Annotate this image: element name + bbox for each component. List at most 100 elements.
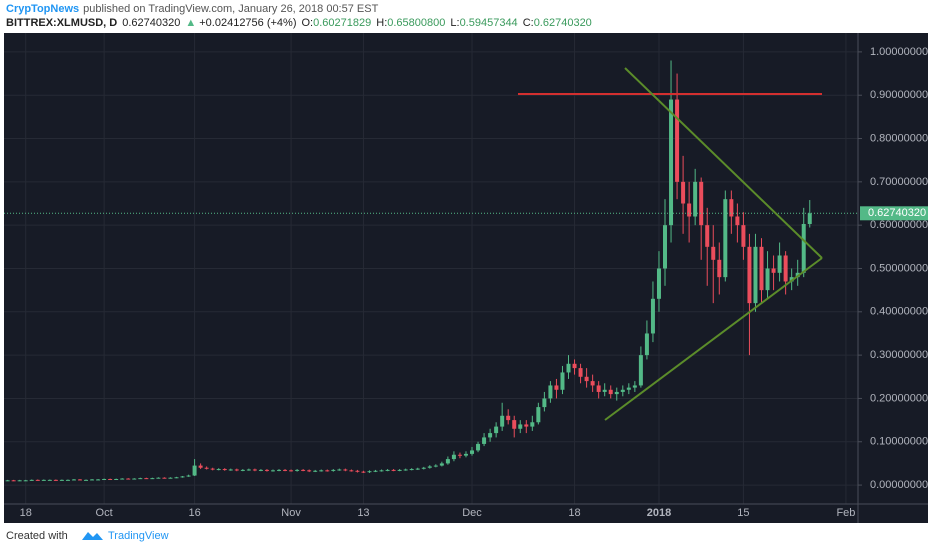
candle-body: [240, 469, 245, 471]
candle-body: [457, 454, 462, 456]
candle-body: [602, 389, 607, 392]
x-tick-label: 18: [568, 507, 580, 519]
candle-body: [108, 479, 113, 481]
y-tick-label: 0.20000000: [870, 392, 928, 404]
candle-body: [319, 470, 324, 472]
candle-body: [771, 268, 776, 273]
legend-item-label: C:: [523, 17, 534, 29]
candle-body: [614, 391, 619, 395]
x-tick-label: 18: [20, 507, 32, 519]
candle-body: [644, 333, 649, 356]
candle-body: [566, 363, 571, 373]
candle-body: [343, 469, 348, 471]
y-tick-label: 0.60000000: [870, 219, 928, 231]
candle-body: [512, 420, 517, 429]
candle-body: [711, 246, 716, 260]
y-tick-label: 0.50000000: [870, 262, 928, 274]
candle-body: [608, 389, 613, 395]
candle-body: [620, 389, 625, 392]
candle-body: [735, 216, 740, 226]
candle-body: [723, 199, 728, 278]
candle-body: [753, 246, 758, 304]
candle-body: [29, 479, 34, 481]
candle-body: [325, 470, 330, 472]
candle-body: [518, 424, 523, 429]
candle-body: [433, 465, 438, 467]
candle-body: [572, 363, 577, 369]
candle-body: [403, 469, 408, 471]
x-tick-label: 15: [737, 507, 749, 519]
candle-body: [174, 477, 179, 479]
candle-body: [162, 477, 167, 479]
candle-body: [313, 470, 318, 472]
candle-body: [150, 478, 155, 480]
last-price-label: 0.62740320: [868, 207, 926, 219]
candle-body: [114, 479, 119, 481]
candle-body: [331, 469, 336, 471]
candle-body: [337, 469, 342, 471]
candle-body: [289, 470, 294, 472]
candle-body: [138, 478, 143, 480]
author[interactable]: CrypTopNews: [6, 3, 79, 15]
x-tick-label: 2018: [647, 507, 671, 519]
legend-item-label: L:: [450, 17, 459, 29]
candle-body: [210, 468, 215, 470]
candle-body: [801, 223, 806, 273]
candle-body: [53, 479, 58, 481]
candle-body: [77, 479, 82, 481]
x-tick-label: Dec: [462, 507, 482, 519]
y-tick-label: 0.00000000: [870, 479, 928, 491]
candle-body: [747, 246, 752, 304]
candle-body: [675, 99, 680, 182]
candle-body: [90, 479, 95, 481]
legend-change: +0.02412756 (+4%): [199, 17, 296, 29]
candle-body: [542, 398, 547, 408]
candle-body: [349, 470, 354, 472]
candle-body: [693, 181, 698, 217]
candle-body: [663, 225, 668, 269]
candle-body: [367, 471, 372, 473]
candle-body: [186, 475, 191, 477]
candle-body: [246, 469, 251, 471]
x-tick-label: Oct: [96, 507, 113, 519]
legend-item-value: 0.62740320: [534, 17, 592, 29]
candle-body: [759, 246, 764, 291]
candle-body: [506, 415, 511, 421]
candle-body: [669, 99, 674, 226]
legend-item-value: 0.60271829: [313, 17, 371, 29]
legend-arrow: ▲: [185, 17, 196, 29]
brand-logo: [82, 532, 103, 540]
candle-body: [391, 469, 396, 471]
y-tick-label: 0.30000000: [870, 349, 928, 361]
candle-body: [59, 479, 64, 481]
y-tick-label: 0.70000000: [870, 176, 928, 188]
candle-body: [397, 469, 402, 471]
candle-body: [524, 424, 529, 427]
candle-body: [632, 385, 637, 388]
candle-body: [590, 381, 595, 386]
candle-body: [156, 477, 161, 479]
candle-body: [198, 465, 203, 468]
candle-body: [180, 476, 185, 478]
candle-body: [96, 479, 101, 481]
candle-body: [482, 437, 487, 444]
legend-symbol: BITTREX:XLMUSD, D: [6, 17, 117, 29]
candle-body: [373, 470, 378, 472]
chart-background: [4, 33, 928, 523]
candle-body: [656, 268, 661, 299]
candle-body: [650, 298, 655, 334]
grid: [4, 33, 858, 504]
candle-body: [102, 479, 107, 481]
candle-body: [47, 479, 52, 481]
candle-body: [488, 433, 493, 438]
candle-body: [204, 467, 209, 469]
candle-body: [427, 466, 432, 468]
footer-brand[interactable]: TradingView: [108, 530, 169, 542]
candle-body: [638, 355, 643, 386]
candle-body: [41, 479, 46, 481]
candle-body: [84, 479, 89, 481]
candle-body: [216, 469, 221, 471]
candle-body: [445, 459, 450, 464]
candle-body: [500, 415, 505, 427]
